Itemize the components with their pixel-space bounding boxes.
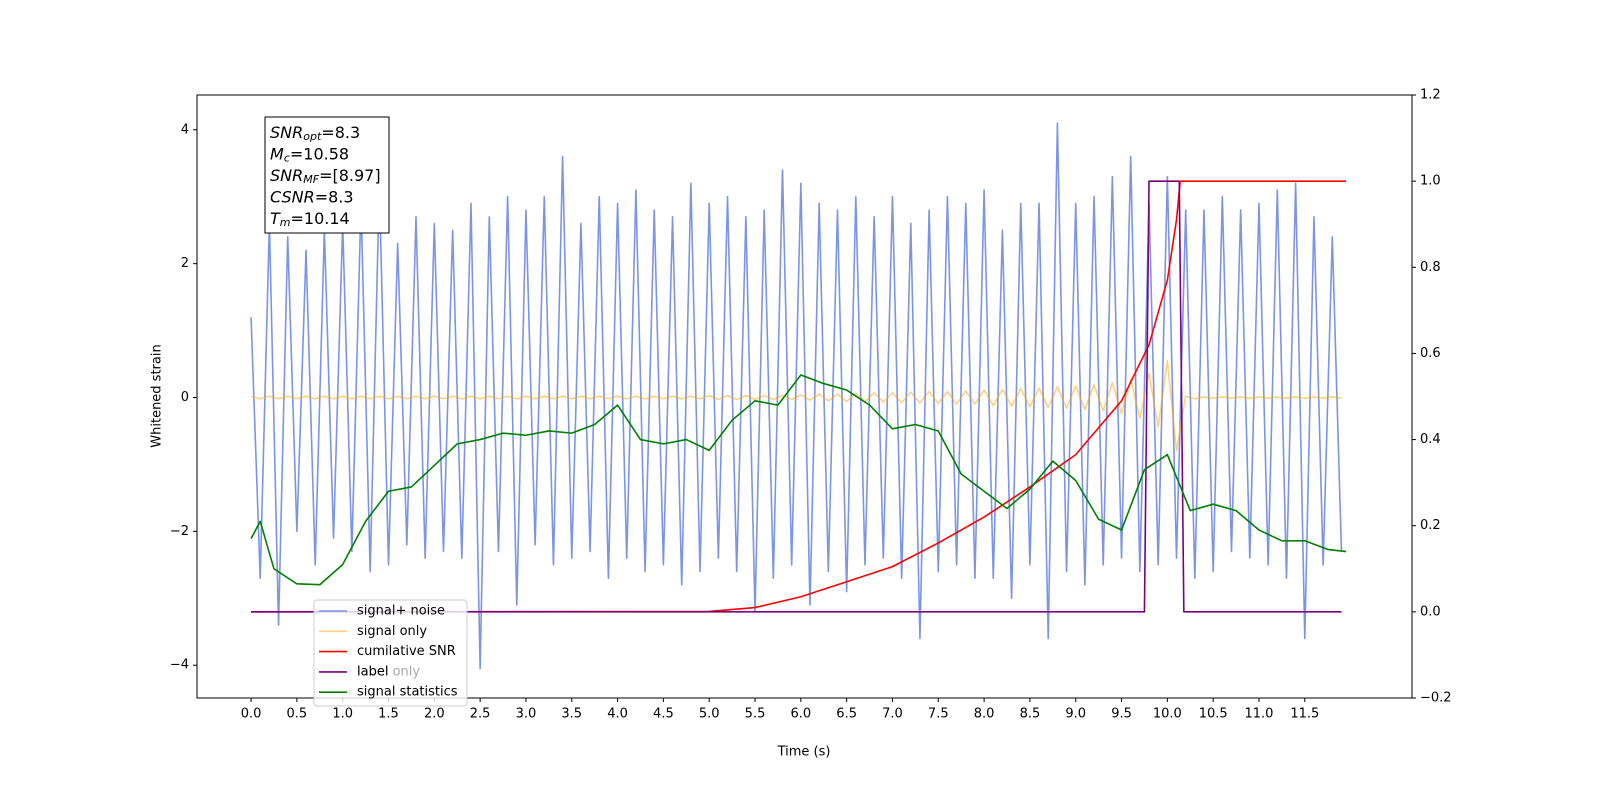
legend-label: signal only — [357, 624, 427, 639]
math-value: =8.3 — [321, 123, 360, 142]
ghost-legend-text: label only — [357, 665, 420, 680]
x-tick-label: 2.5 — [470, 707, 491, 722]
math-value: =[8.97] — [319, 166, 381, 185]
x-tick-label: 6.0 — [790, 707, 811, 722]
text-box-line: CSNR=8.3 — [270, 187, 354, 206]
text-box-line: Mc=10.58 — [270, 144, 349, 165]
y2-tick-label: 0.8 — [1420, 260, 1441, 275]
x-tick-label: 8.0 — [974, 707, 995, 722]
math-value: =10.58 — [290, 144, 349, 163]
x-tick-label: 0.5 — [287, 707, 308, 722]
x-tick-label: 9.0 — [1065, 707, 1086, 722]
y-tick-label: 0 — [181, 390, 189, 405]
series-line — [251, 180, 1347, 613]
math-subscript: MF — [303, 173, 319, 186]
legend-label: cumilative SNR — [357, 644, 456, 659]
x-tick-label: 4.0 — [607, 707, 628, 722]
x-tick-label: 7.5 — [928, 707, 949, 722]
x-tick-label: 7.0 — [882, 707, 903, 722]
math-symbol: M — [270, 144, 284, 163]
legend-label: signal statistics — [357, 685, 458, 700]
math-value: =10.14 — [291, 209, 350, 228]
y2-tick-label: 0.0 — [1420, 604, 1441, 619]
legend-frame — [313, 599, 468, 707]
text-box-line: Tm=10.14 — [270, 209, 350, 230]
math-subscript: opt — [303, 130, 322, 143]
text-box-frame — [264, 116, 390, 234]
x-axis-label: Time (s) — [777, 745, 831, 760]
plot-frame — [196, 94, 1413, 699]
legend: label only signal+ noise signal only cumila… — [313, 599, 468, 707]
legend-label: label — [357, 664, 388, 679]
x-tick-label: 4.5 — [653, 707, 674, 722]
x-tick-label: 3.0 — [516, 707, 537, 722]
x-tick-label: 5.0 — [699, 707, 720, 722]
y2-tick-label: 0.4 — [1420, 432, 1441, 447]
y-tick-label: 4 — [181, 122, 189, 137]
y2-tick-label: 0.6 — [1420, 346, 1441, 361]
y2-tick-label: −0.2 — [1420, 691, 1452, 706]
y2-tick-label: 1.2 — [1420, 88, 1441, 103]
x-tick-label: 10.0 — [1153, 707, 1182, 722]
text-box-line: SNRMF=[8.97] — [270, 166, 381, 187]
math-symbol: T — [270, 209, 281, 228]
y-axis-label: Whitened strain — [150, 344, 165, 447]
math-subscript: m — [280, 216, 291, 229]
x-tick-label: 0.0 — [241, 707, 262, 722]
series-line — [250, 374, 1347, 586]
x-tick-label: 8.5 — [1020, 707, 1041, 722]
plot-area — [250, 122, 1347, 670]
math-symbol: SNR — [270, 166, 303, 185]
math-subscript: c — [284, 152, 290, 165]
math-value: =8.3 — [315, 187, 354, 206]
series-line — [250, 122, 1343, 670]
x-tick-label: 6.5 — [836, 707, 857, 722]
x-tick-label: 1.5 — [378, 707, 399, 722]
x-tick-label: 11.0 — [1245, 707, 1274, 722]
series-line — [251, 180, 1342, 613]
text-box-line: SNRopt=8.3 — [270, 123, 360, 144]
x-tick-label: 5.5 — [745, 707, 766, 722]
y2-tick-label: 0.2 — [1420, 518, 1441, 533]
math-symbol: SNR — [270, 123, 303, 142]
text-box: SNRopt=8.3Mc=10.58SNRMF=[8.97]CSNR=8.3Tm… — [264, 116, 390, 234]
y-tick-label: −2 — [170, 524, 189, 539]
x-tick-label: 9.5 — [1111, 707, 1132, 722]
y2-tick-label: 1.0 — [1420, 174, 1441, 189]
legend-label: signal+ noise — [357, 604, 445, 619]
x-tick-label: 2.0 — [424, 707, 445, 722]
math-symbol: CSNR — [270, 187, 315, 206]
y-tick-label: −4 — [170, 658, 189, 673]
x-tick-label: 11.5 — [1290, 707, 1319, 722]
y-tick-label: 2 — [181, 256, 189, 271]
x-tick-label: 3.5 — [561, 707, 582, 722]
x-tick-label: 1.0 — [332, 707, 353, 722]
series-line — [250, 359, 1342, 452]
x-tick-label: 10.5 — [1199, 707, 1228, 722]
